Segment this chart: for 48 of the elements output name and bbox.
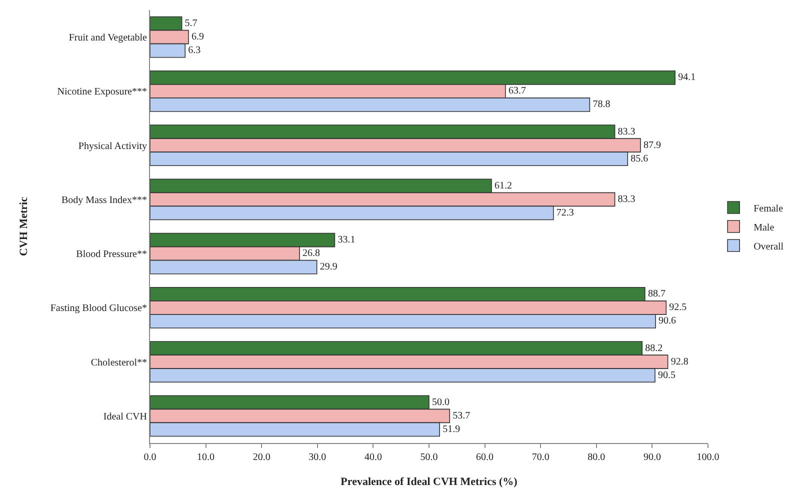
data-label: 83.3 — [618, 126, 636, 138]
x-tick-label: 0.0 — [144, 452, 156, 463]
data-label: 88.7 — [648, 288, 666, 300]
data-label: 6.3 — [188, 45, 201, 56]
y-tick-label: Nicotine Exposure*** — [57, 86, 147, 98]
y-tick-label: Body Mass Index*** — [61, 194, 147, 206]
data-label: 90.6 — [658, 316, 676, 327]
x-tick-label: 60.0 — [476, 452, 494, 463]
data-label: 83.3 — [618, 194, 636, 205]
x-tick-label: 30.0 — [308, 452, 326, 463]
data-label: 29.9 — [320, 262, 338, 273]
data-label: 6.9 — [192, 32, 204, 43]
data-label: 5.7 — [184, 18, 198, 30]
x-axis-title: Prevalence of Ideal CVH Metrics (%) — [340, 476, 518, 488]
data-label: 94.1 — [678, 72, 696, 84]
data-label: 88.2 — [645, 342, 663, 354]
x-tick-label: 90.0 — [643, 452, 661, 463]
data-label: 61.2 — [494, 180, 512, 192]
data-label: 53.7 — [452, 410, 470, 422]
legend-label: Female — [754, 203, 784, 214]
y-tick-label: Fasting Blood Glucose* — [50, 303, 147, 314]
data-label: 78.8 — [592, 99, 610, 110]
data-label: 92.5 — [669, 302, 687, 314]
y-tick-label: Blood Pressure** — [76, 249, 147, 260]
x-tick-label: 70.0 — [532, 452, 550, 463]
x-tick-label: 80.0 — [588, 452, 606, 463]
data-label: 33.1 — [338, 234, 356, 246]
x-tick-label: 50.0 — [420, 452, 438, 463]
y-axis-title: CVH Metric — [18, 196, 30, 256]
data-label: 85.6 — [630, 153, 648, 164]
legend-label: Male — [754, 222, 775, 234]
data-label: 26.8 — [302, 248, 320, 260]
legend-label: Overall — [754, 241, 784, 252]
data-label: 63.7 — [508, 86, 526, 97]
data-label: 72.3 — [556, 207, 574, 218]
data-label: 90.5 — [658, 370, 676, 381]
y-tick-label: Cholesterol** — [90, 357, 147, 368]
data-label: 87.9 — [643, 140, 661, 151]
x-tick-label: 40.0 — [364, 452, 382, 463]
y-tick-label: Fruit and Vegetable — [68, 32, 148, 44]
x-tick-label: 100.0 — [696, 452, 720, 463]
data-label: 50.0 — [432, 396, 450, 408]
x-tick-label: 10.0 — [197, 452, 215, 463]
x-tick-label: 20.0 — [252, 452, 270, 463]
data-label: 51.9 — [442, 424, 460, 435]
y-tick-label: Physical Activity — [78, 140, 147, 152]
data-label: 92.8 — [670, 356, 688, 368]
y-tick-label: Ideal CVH — [103, 411, 147, 422]
